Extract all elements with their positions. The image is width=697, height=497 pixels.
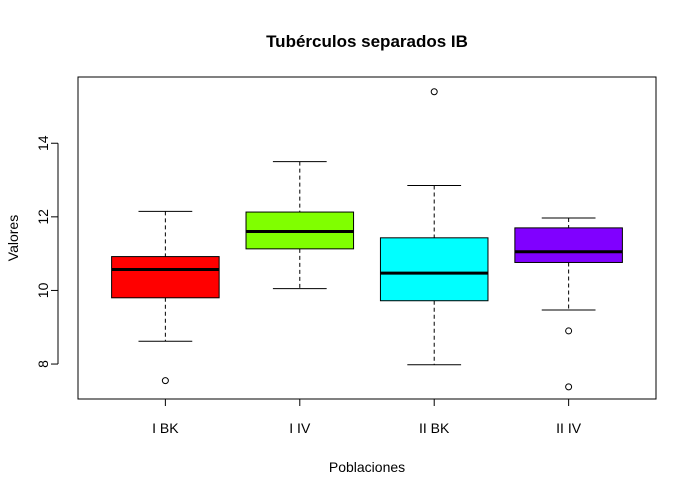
chart-title: Tubérculos separados IB bbox=[266, 32, 468, 51]
box-group bbox=[111, 210, 220, 385]
y-tick-label: 12 bbox=[35, 209, 51, 225]
boxes-layer bbox=[111, 88, 623, 391]
x-tick-label: I BK bbox=[152, 420, 179, 436]
outlier-point bbox=[430, 88, 438, 96]
box bbox=[111, 256, 220, 299]
box bbox=[514, 227, 623, 263]
outlier-point bbox=[565, 383, 573, 391]
y-tick-label: 14 bbox=[35, 135, 51, 151]
x-axis: I BK I IV II BK II IV bbox=[152, 398, 582, 436]
x-tick-label: I IV bbox=[289, 420, 311, 436]
y-tick-label: 10 bbox=[35, 282, 51, 298]
box-group bbox=[514, 217, 623, 391]
x-axis-label: Poblaciones bbox=[329, 459, 405, 475]
y-axis-label: Valores bbox=[5, 215, 21, 261]
outlier-point bbox=[565, 327, 573, 335]
outlier-point bbox=[161, 377, 169, 385]
x-tick-label: II BK bbox=[419, 420, 450, 436]
box-group bbox=[379, 88, 489, 366]
box-group bbox=[245, 161, 355, 290]
box bbox=[379, 237, 489, 302]
y-axis: 8 10 12 14 bbox=[35, 135, 59, 368]
x-tick-label: II IV bbox=[556, 420, 582, 436]
y-tick-label: 8 bbox=[35, 360, 51, 368]
